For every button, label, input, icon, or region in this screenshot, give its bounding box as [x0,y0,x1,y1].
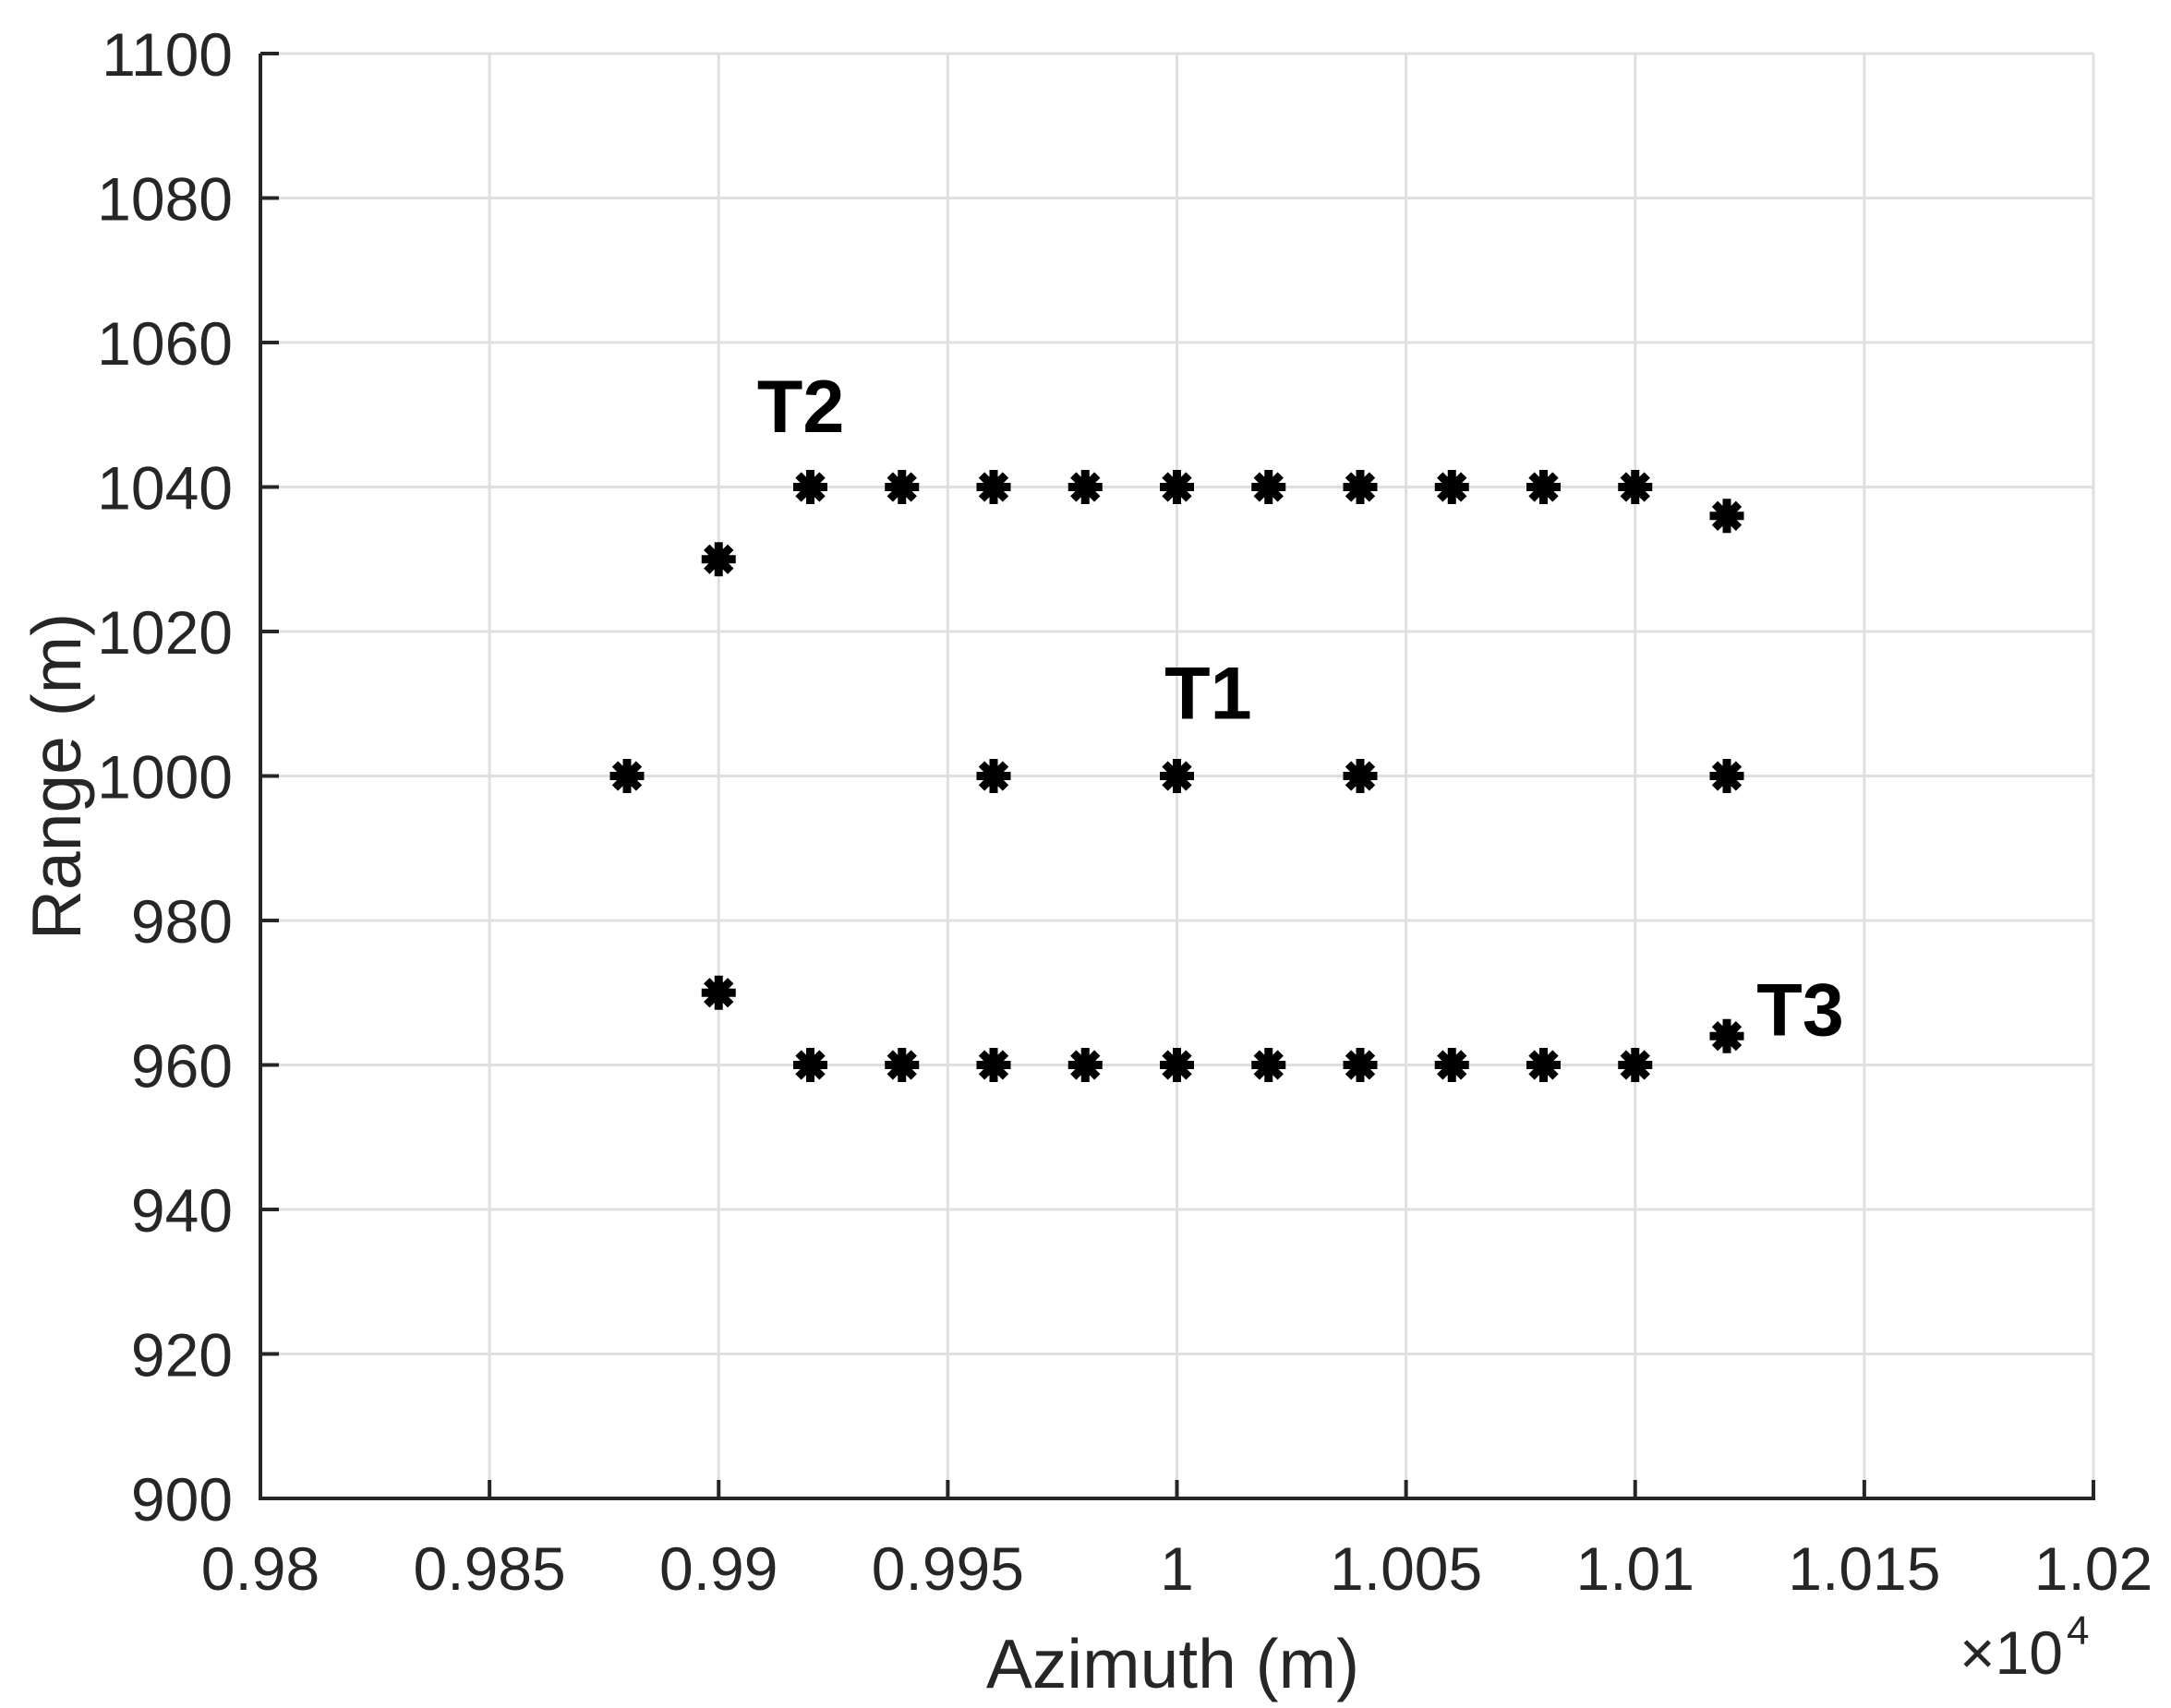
x-tick-label: 0.995 [872,1534,1024,1603]
asterisk-marker-icon [976,470,1011,504]
data-points [609,470,1744,1082]
x-tick-label: 1.01 [1576,1534,1695,1603]
asterisk-marker-icon [1434,470,1469,504]
series-t3 [701,975,1744,1082]
asterisk-marker-icon [1526,470,1561,504]
x-tick-label: 0.985 [414,1534,566,1603]
series-t2 [701,470,1744,577]
asterisk-marker-icon [793,470,827,504]
asterisk-marker-icon [1160,759,1194,793]
asterisk-marker-icon [701,975,736,1010]
x-axis-multiplier: ×10 4 [1960,1608,2089,1687]
y-tick-label: 1040 [97,454,233,523]
asterisk-marker-icon [1618,470,1653,504]
x-multiplier-base: ×10 [1960,1618,2063,1687]
asterisk-marker-icon [1160,470,1194,504]
asterisk-marker-icon [1709,1018,1744,1053]
y-tick-label: 960 [131,1032,233,1101]
x-axis-title: Azimuth (m) [986,1625,1359,1702]
asterisk-marker-icon [885,470,920,504]
asterisk-marker-icon [1526,1048,1561,1082]
axis-ticks [259,52,2095,1500]
asterisk-marker-icon [1434,1048,1469,1082]
y-tick-label: 920 [131,1321,233,1389]
x-tick-label: 1.02 [2034,1534,2153,1603]
y-axis-title: Range (m) [18,613,95,940]
asterisk-marker-icon [1709,759,1744,793]
asterisk-marker-icon [976,759,1011,793]
asterisk-marker-icon [1709,499,1744,534]
annotation-t1: T1 [1164,653,1252,736]
y-tick-labels: 900 920 940 960 980 1000 1020 1040 1060 1080 1100 [97,20,233,1534]
y-tick-label: 1020 [97,598,233,667]
asterisk-marker-icon [885,1048,920,1082]
asterisk-marker-icon [976,1048,1011,1082]
x-tick-label: 1.005 [1330,1534,1482,1603]
asterisk-marker-icon [1251,470,1286,504]
asterisk-marker-icon [1343,759,1378,793]
x-tick-label: 1.015 [1788,1534,1940,1603]
asterisk-marker-icon [793,1048,827,1082]
y-tick-label: 1000 [97,743,233,812]
y-tick-label: 1100 [102,20,233,89]
asterisk-marker-icon [1343,470,1378,504]
x-tick-label: 0.98 [201,1534,320,1603]
annotation-t3: T3 [1756,968,1844,1052]
asterisk-marker-icon [1067,470,1103,504]
y-tick-label: 980 [131,887,233,956]
annotations: T2 T1 T3 [757,366,1844,1052]
asterisk-marker-icon [1618,1048,1653,1082]
series-t1 [609,759,1744,793]
x-tick-label: 1 [1160,1534,1194,1603]
asterisk-marker-icon [609,759,645,793]
annotation-t2: T2 [757,366,845,449]
asterisk-marker-icon [1251,1048,1286,1082]
x-multiplier-exponent: 4 [2067,1608,2089,1654]
y-tick-label: 940 [131,1176,233,1245]
x-tick-label: 0.99 [659,1534,778,1603]
asterisk-marker-icon [1160,1048,1194,1082]
y-tick-label: 1080 [97,165,233,234]
asterisk-marker-icon [1067,1048,1103,1082]
x-tick-labels: 0.98 0.985 0.99 0.995 1 1.005 1.01 1.015 1.02 [201,1534,2153,1603]
asterisk-marker-icon [701,542,736,577]
y-tick-label: 900 [131,1465,233,1534]
asterisk-marker-icon [1343,1048,1378,1082]
y-tick-label: 1060 [97,309,233,378]
